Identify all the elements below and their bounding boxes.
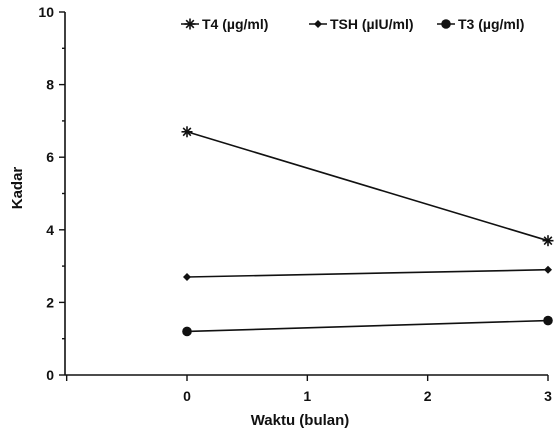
series-t3 bbox=[182, 315, 553, 337]
legend-marker bbox=[184, 18, 196, 30]
x-axis-title: Waktu (bulan) bbox=[251, 412, 350, 429]
y-tick-label: 6 bbox=[46, 149, 54, 165]
series-t3-line bbox=[186, 319, 549, 333]
x-axis: 0 1 2 3 bbox=[65, 374, 552, 404]
legend-label-t4: T4 (µg/ml) bbox=[202, 16, 268, 32]
data-point-t4 bbox=[181, 126, 193, 138]
legend-item-t3: T3 (µg/ml) bbox=[437, 16, 524, 32]
y-tick-label: 0 bbox=[46, 367, 54, 383]
data-point-t4 bbox=[542, 235, 554, 247]
series-tsh bbox=[183, 265, 552, 281]
legend-marker bbox=[314, 20, 322, 28]
data-point-t3 bbox=[543, 315, 553, 326]
legend-item-t4: T4 (µg/ml) bbox=[181, 16, 268, 32]
series-tsh-line bbox=[186, 268, 549, 278]
legend-label-tsh: TSH (µIU/ml) bbox=[330, 16, 414, 32]
legend-item-tsh: TSH (µIU/ml) bbox=[309, 16, 414, 32]
legend-marker bbox=[441, 19, 451, 29]
series-layer bbox=[181, 126, 554, 337]
data-point-tsh bbox=[183, 272, 191, 281]
data-point-tsh bbox=[544, 265, 552, 274]
y-tick-label: 10 bbox=[38, 4, 54, 20]
y-ticks: 0 2 4 6 8 10 bbox=[38, 4, 65, 383]
y-tick-label: 8 bbox=[46, 77, 54, 93]
series-t4 bbox=[181, 126, 554, 247]
legend-label-t3: T3 (µg/ml) bbox=[458, 16, 524, 32]
y-tick-label: 2 bbox=[46, 294, 54, 310]
legend: T4 (µg/ml) TSH (µIU/ml) T3 (µg/ml) bbox=[181, 16, 524, 32]
x-tick-label: 1 bbox=[303, 388, 311, 404]
y-axis: 0 2 4 6 8 10 bbox=[38, 4, 66, 383]
x-tick-label: 2 bbox=[424, 388, 432, 404]
x-ticks: 0 1 2 3 bbox=[65, 375, 552, 404]
x-tick-label: 3 bbox=[544, 388, 552, 404]
y-tick-label: 4 bbox=[46, 222, 54, 238]
x-tick-label: 0 bbox=[183, 388, 191, 404]
data-point-t3 bbox=[182, 326, 192, 337]
series-t4-line bbox=[186, 131, 549, 242]
y-axis-title: Kadar bbox=[9, 167, 26, 210]
